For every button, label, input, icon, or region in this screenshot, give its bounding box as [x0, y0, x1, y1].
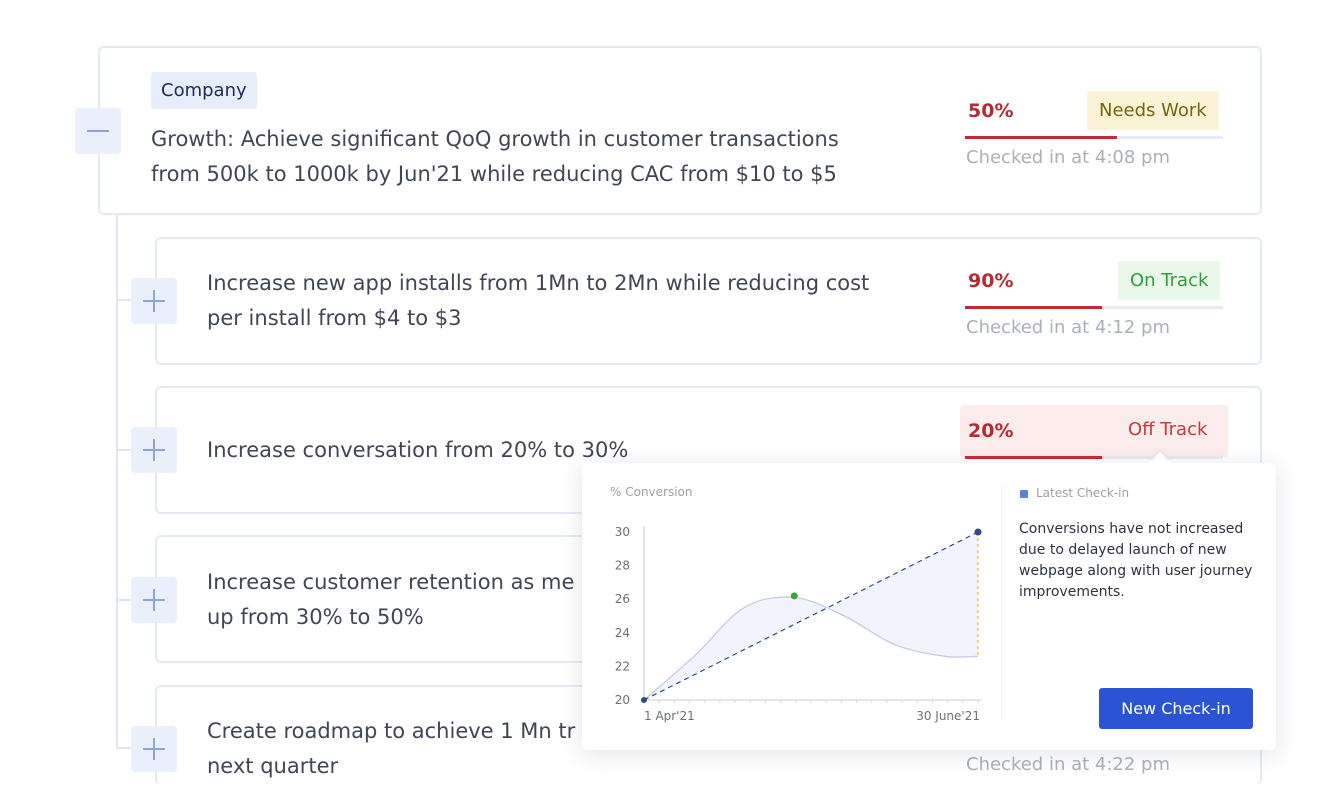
- progress-bar: [965, 456, 1223, 459]
- progress-bar: [965, 136, 1223, 139]
- expand-button[interactable]: [131, 726, 177, 772]
- key-result-title-line2: up from 30% to 50%: [207, 605, 424, 629]
- checkin-time: Checked in at 4:12 pm: [966, 317, 1170, 338]
- y-tick-label: 30: [615, 525, 630, 539]
- key-result-title-line2: per install from $4 to $3: [207, 306, 462, 330]
- progress-fill: [965, 306, 1102, 309]
- key-result-title: Create roadmap to achieve 1 Mn tr: [207, 719, 576, 743]
- off-track-highlight: [960, 405, 1228, 457]
- target-endpoint: [974, 528, 982, 536]
- checkin-time: Checked in at 4:08 pm: [966, 147, 1170, 168]
- key-result-title: Increase customer retention as me: [207, 570, 575, 594]
- y-tick-label: 26: [615, 592, 630, 606]
- status-badge: On Track: [1118, 261, 1221, 300]
- objective-title: Growth: Achieve significant QoQ growth i…: [151, 127, 839, 151]
- key-result-title: Increase conversation from 20% to 30%: [207, 438, 629, 462]
- expand-button[interactable]: [131, 278, 177, 324]
- expand-button[interactable]: [131, 577, 177, 623]
- progress-fill: [965, 456, 1102, 459]
- y-tick-label: 28: [615, 559, 630, 573]
- progress-percent: 50%: [968, 100, 1014, 122]
- key-result-title: Increase new app installs from 1Mn to 2M…: [207, 271, 870, 295]
- new-checkin-button[interactable]: New Check-in: [1099, 688, 1253, 729]
- x-tick-label: 30 June'21: [916, 709, 980, 723]
- tree-connector: [116, 214, 118, 748]
- progress-fill: [965, 136, 1118, 139]
- popover-arrow: [1148, 452, 1172, 464]
- progress-percent: 90%: [968, 270, 1014, 292]
- x-tick-label: 1 Apr'21: [644, 709, 695, 723]
- legend-square-icon: [1020, 490, 1028, 498]
- latest-checkin-note: Conversions have not increased due to de…: [1019, 521, 1253, 600]
- status-badge: Needs Work: [1087, 91, 1219, 130]
- company-tag: Company: [151, 72, 257, 109]
- y-tick-label: 22: [615, 659, 630, 673]
- expand-button[interactable]: [131, 427, 177, 473]
- conversion-chart: 20 22 24 26 28 30 1 Apr'21 30 June'21: [615, 525, 982, 723]
- objective-title-line2: from 500k to 1000k by Jun'21 while reduc…: [151, 162, 837, 186]
- progress-bar: [965, 306, 1223, 309]
- popover-divider: [1001, 485, 1002, 720]
- latest-checkin-label: Latest Check-in: [1036, 486, 1130, 500]
- key-result-card[interactable]: [155, 237, 1262, 365]
- objective-card-company[interactable]: [98, 46, 1262, 215]
- chart-title: % Conversion: [610, 485, 693, 499]
- y-tick-label: 24: [615, 626, 630, 640]
- y-tick-label: 20: [615, 693, 630, 707]
- collapse-button[interactable]: [75, 108, 121, 154]
- actual-line: [643, 596, 979, 701]
- minus-icon: [87, 130, 109, 132]
- key-result-title-line2: next quarter: [207, 754, 339, 778]
- checkin-time: Checked in at 4:22 pm: [966, 754, 1170, 775]
- highlight-point: [790, 592, 798, 600]
- start-point: [641, 697, 647, 703]
- status-badge: Off Track: [1128, 419, 1208, 440]
- progress-percent: 20%: [968, 420, 1014, 442]
